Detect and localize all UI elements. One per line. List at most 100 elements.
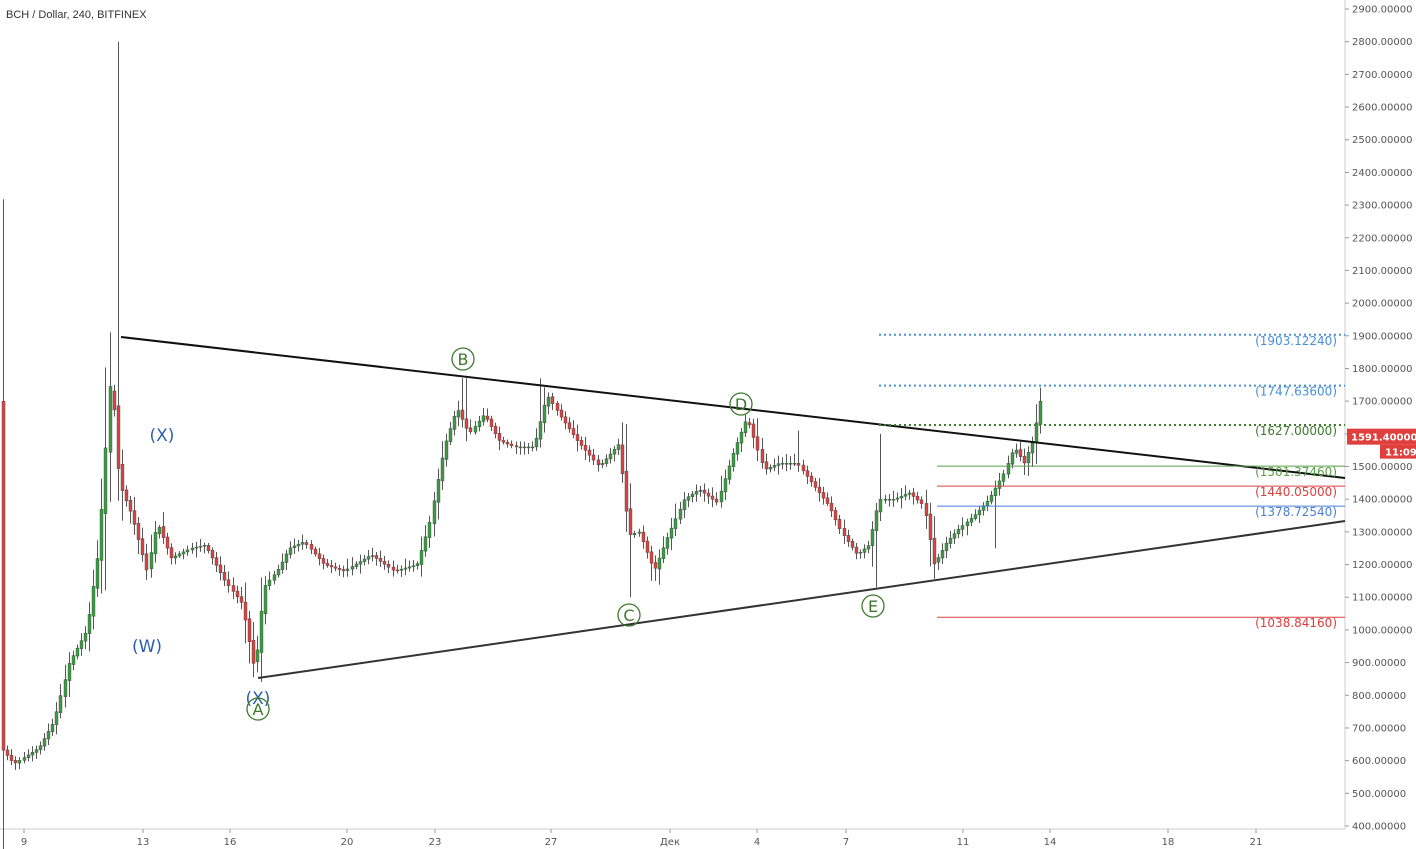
candle-body: [493, 425, 498, 434]
candle-body: [829, 502, 834, 512]
candle-body: [456, 410, 461, 418]
lower-trendline[interactable]: [257, 520, 1346, 679]
candle-body: [165, 536, 170, 549]
wave-circle: [451, 347, 475, 371]
candle-body: [919, 499, 924, 504]
candle-body: [140, 538, 145, 555]
candle-body: [760, 448, 765, 463]
candle-body: [300, 542, 305, 545]
candle-body: [386, 563, 391, 568]
candle-body: [313, 548, 318, 555]
candle-body: [173, 555, 178, 559]
fib-level-label: (1747.63600): [1255, 385, 1337, 399]
candle-body: [1038, 400, 1043, 425]
candle-body: [58, 695, 63, 713]
candle-body: [751, 423, 756, 438]
price-tick-label: 500.00000: [1352, 789, 1406, 800]
candle-body: [329, 565, 334, 568]
candle-body: [710, 495, 715, 500]
time-tick-label: 21: [1250, 837, 1263, 848]
wave-label: D: [735, 395, 747, 414]
candle-body: [1026, 452, 1031, 464]
upper-trendline[interactable]: [120, 336, 1346, 479]
price-tick-label: 800.00000: [1352, 691, 1406, 702]
candle-body: [325, 562, 330, 566]
price-tick-label: 2700.00000: [1352, 70, 1412, 81]
candle-body: [735, 442, 740, 455]
candle-body: [723, 478, 728, 493]
candle-body: [903, 494, 908, 497]
candle-body: [911, 492, 916, 497]
candle-body: [259, 610, 264, 653]
candle-body: [604, 458, 609, 464]
wave-label: (X): [246, 689, 271, 709]
candle-body: [858, 552, 863, 554]
candle-body: [924, 503, 929, 516]
candle-body: [477, 420, 482, 427]
candle-body: [362, 558, 367, 562]
price-tick-label: 1100.00000: [1352, 593, 1412, 604]
candle-body: [296, 543, 301, 547]
candle-body: [952, 533, 957, 539]
candle-body: [366, 556, 371, 560]
candle-body: [161, 526, 166, 538]
candle-body: [370, 555, 375, 557]
time-tick-label: 23: [429, 837, 442, 848]
time-tick-label: Дек: [660, 837, 680, 848]
candle-body: [542, 404, 547, 423]
price-tick-label: 1700.00000: [1352, 397, 1412, 408]
candle-body: [103, 447, 108, 514]
candle-body: [358, 561, 363, 565]
candle-body: [276, 569, 281, 576]
candle-body: [612, 449, 617, 455]
candle-body: [993, 487, 998, 496]
candle-body: [628, 508, 633, 535]
candle-body: [817, 486, 822, 493]
candle-body: [120, 464, 125, 491]
price-tick-label: 1800.00000: [1352, 364, 1412, 375]
candle-body: [764, 461, 769, 470]
candle-body: [128, 500, 133, 512]
candle-body: [956, 528, 961, 535]
candle-body: [185, 549, 190, 553]
candle-body: [997, 480, 1002, 489]
candle-body: [79, 640, 84, 649]
candle-body: [407, 566, 412, 569]
candle-body: [202, 544, 207, 547]
candle-body: [157, 527, 162, 535]
candle-body: [26, 754, 31, 758]
time-tick-label: 16: [224, 837, 237, 848]
candle-body: [702, 489, 707, 494]
time-badge: [1380, 444, 1416, 459]
candle-body: [30, 752, 35, 756]
candle-body: [776, 463, 781, 466]
candle-body: [452, 415, 457, 430]
candle-body: [83, 632, 88, 642]
wave-circle: [246, 697, 270, 721]
candle-body: [497, 433, 502, 441]
candle-body: [218, 564, 223, 574]
price-tick-label: 2400.00000: [1352, 168, 1412, 179]
candle-body: [181, 551, 186, 555]
candle-body: [649, 551, 654, 564]
candle-body: [842, 527, 847, 536]
candle-body: [596, 459, 601, 466]
candle-body: [239, 596, 244, 603]
candle-body: [870, 529, 875, 546]
candle-body: [686, 496, 691, 501]
candle-body: [788, 463, 793, 465]
candle-body: [624, 470, 629, 512]
chart-title: BCH / Dollar, 240, BITFINEX: [6, 9, 147, 21]
candle-body: [862, 548, 867, 553]
candle-body: [747, 422, 752, 426]
candle-body: [661, 547, 666, 559]
candle-body: [550, 396, 555, 404]
candle-body: [1001, 473, 1006, 482]
candle-body: [190, 547, 195, 551]
candle-body: [780, 463, 785, 465]
wave-label: A: [253, 700, 264, 719]
wave-circle: [729, 392, 753, 416]
price-tick-label: 2000.00000: [1352, 299, 1412, 310]
candle-body: [280, 561, 285, 570]
